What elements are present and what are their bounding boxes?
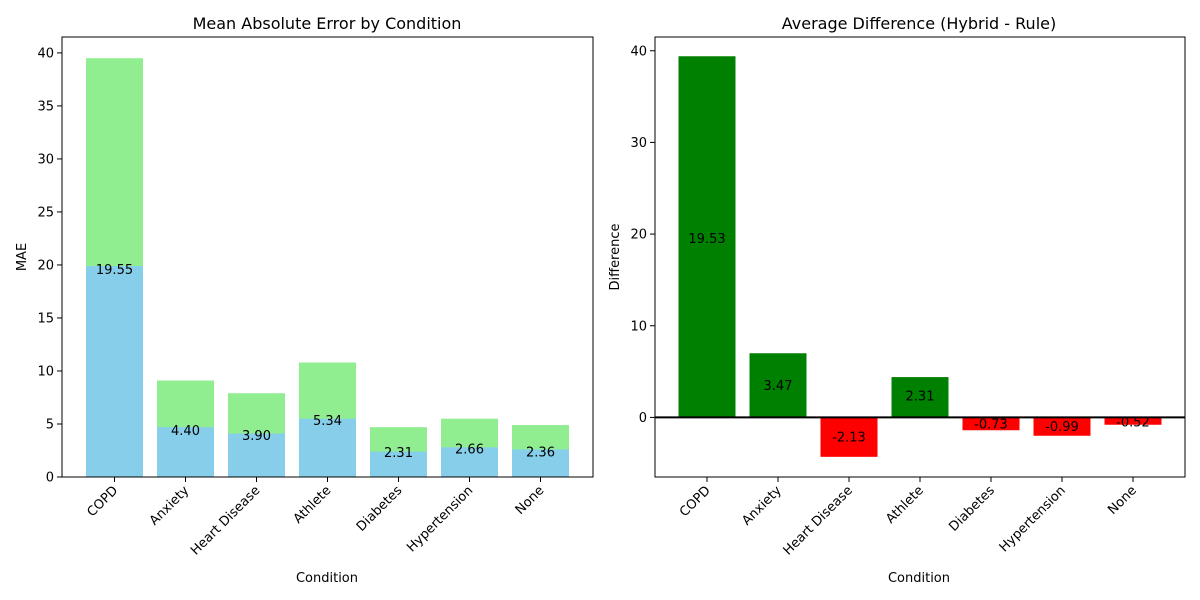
bar-primary-hypertension (441, 447, 498, 477)
plot-frame (61, 36, 594, 478)
y-tick-label: 30 (37, 152, 54, 167)
bar-primary-copd (86, 266, 143, 477)
bar-none (1104, 417, 1162, 425)
data-label-heart-disease: 3.90 (242, 429, 271, 444)
x-tick-label-copd: COPD (84, 483, 121, 520)
y-tick-label: 5 (46, 417, 54, 432)
data-labels: 19.55 4.40 3.90 5.34 2.31 2.66 2.36 (96, 263, 555, 461)
x-axis-label: Condition (296, 571, 358, 586)
y-tick-label: 40 (630, 44, 647, 59)
data-label-copd: 19.53 (688, 232, 725, 247)
x-tick-label-anxiety: Anxiety (739, 483, 785, 529)
chart-title: Average Difference (Hybrid - Rule) (782, 14, 1056, 33)
y-tick-label: 0 (639, 411, 647, 426)
x-tick-label-diabetes: Diabetes (946, 483, 998, 535)
y-tick-label: 35 (37, 99, 54, 114)
data-label-hypertension: -0.99 (1045, 420, 1079, 435)
bar-heart-disease (820, 417, 878, 457)
data-label-anxiety: 4.40 (171, 424, 200, 439)
bars (678, 56, 1162, 457)
bar-primary-anxiety (157, 427, 214, 477)
y-tick-label: 20 (630, 228, 647, 243)
data-label-athlete: 2.31 (906, 390, 935, 405)
bar-primary-none (512, 449, 569, 477)
y-tick-label: 10 (37, 364, 54, 379)
x-tick-label-athlete: Athlete (883, 483, 927, 527)
data-label-hypertension: 2.66 (455, 442, 484, 457)
bar-primary-heart-disease (228, 433, 285, 477)
bar-copd (678, 56, 736, 418)
data-label-copd: 19.55 (96, 263, 133, 278)
bar-primary-diabetes (370, 451, 427, 477)
bars (86, 58, 569, 477)
x-tick-label-hypertension: Hypertension (404, 483, 476, 555)
bar-primary-athlete (299, 418, 356, 477)
y-tick-label: 25 (37, 205, 54, 220)
y-tick-label: 40 (37, 46, 54, 61)
x-tick-label-copd: COPD (677, 483, 714, 520)
bar-hypertension (1033, 417, 1091, 436)
x-tick-label-diabetes: Diabetes (354, 483, 406, 535)
data-label-anxiety: 3.47 (764, 379, 793, 394)
x-tick-label-none: None (1105, 483, 1140, 518)
data-label-none: -0.52 (1116, 416, 1150, 431)
x-tick-label-hypertension: Hypertension (997, 483, 1069, 555)
plot-frame (654, 36, 1186, 478)
data-label-athlete: 5.34 (313, 414, 342, 429)
x-tick-label-athlete: Athlete (291, 483, 335, 527)
bar-anxiety (749, 353, 807, 418)
data-label-diabetes: -0.73 (974, 418, 1008, 433)
data-label-none: 2.36 (526, 445, 555, 460)
mae-chart: Mean Absolute Error by Condition 19.55 4.… (15, 14, 594, 586)
y-axis-ticks: 0 5 10 15 20 25 30 35 40 (37, 46, 62, 486)
x-tick-label-none: None (513, 483, 548, 518)
x-tick-label-heart-disease: Heart Disease (188, 483, 263, 558)
y-tick-label: 30 (630, 136, 647, 151)
bar-athlete (891, 377, 949, 418)
data-label-heart-disease: -2.13 (832, 430, 866, 445)
x-tick-label-heart-disease: Heart Disease (781, 483, 856, 558)
data-labels: 19.53 3.47 -2.13 2.31 -0.73 -0.99 -0.52 (688, 232, 1149, 446)
x-tick-label-anxiety: Anxiety (147, 483, 193, 529)
difference-chart: Average Difference (Hybrid - Rule) 19.53… (608, 14, 1186, 586)
y-axis-ticks: 0 10 20 30 40 (630, 44, 655, 426)
y-tick-label: 15 (37, 311, 54, 326)
data-label-diabetes: 2.31 (384, 446, 413, 461)
y-tick-label: 20 (37, 258, 54, 273)
x-axis-label: Condition (888, 571, 950, 586)
y-tick-label: 10 (630, 319, 647, 334)
y-axis-label: Difference (608, 223, 623, 290)
chart-title: Mean Absolute Error by Condition (193, 14, 462, 33)
y-axis-label: MAE (15, 243, 30, 271)
y-tick-label: 0 (46, 471, 54, 486)
bar-diabetes (962, 417, 1020, 431)
